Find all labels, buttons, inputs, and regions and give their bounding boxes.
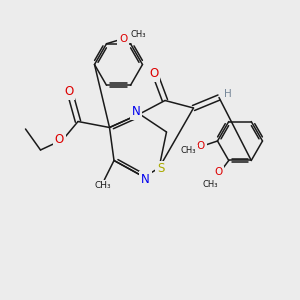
Text: CH₃: CH₃ — [181, 146, 196, 155]
Text: CH₃: CH₃ — [202, 181, 218, 190]
Text: O: O — [197, 141, 205, 151]
Text: O: O — [55, 133, 64, 146]
Text: N: N — [141, 173, 150, 186]
Text: O: O — [64, 85, 74, 98]
Text: CH₃: CH₃ — [94, 181, 111, 190]
Text: N: N — [131, 105, 140, 118]
Text: O: O — [119, 34, 128, 44]
Text: O: O — [214, 167, 222, 178]
Text: CH₃: CH₃ — [130, 30, 146, 39]
Text: S: S — [157, 162, 164, 176]
Text: H: H — [224, 89, 231, 99]
Text: O: O — [149, 67, 158, 80]
